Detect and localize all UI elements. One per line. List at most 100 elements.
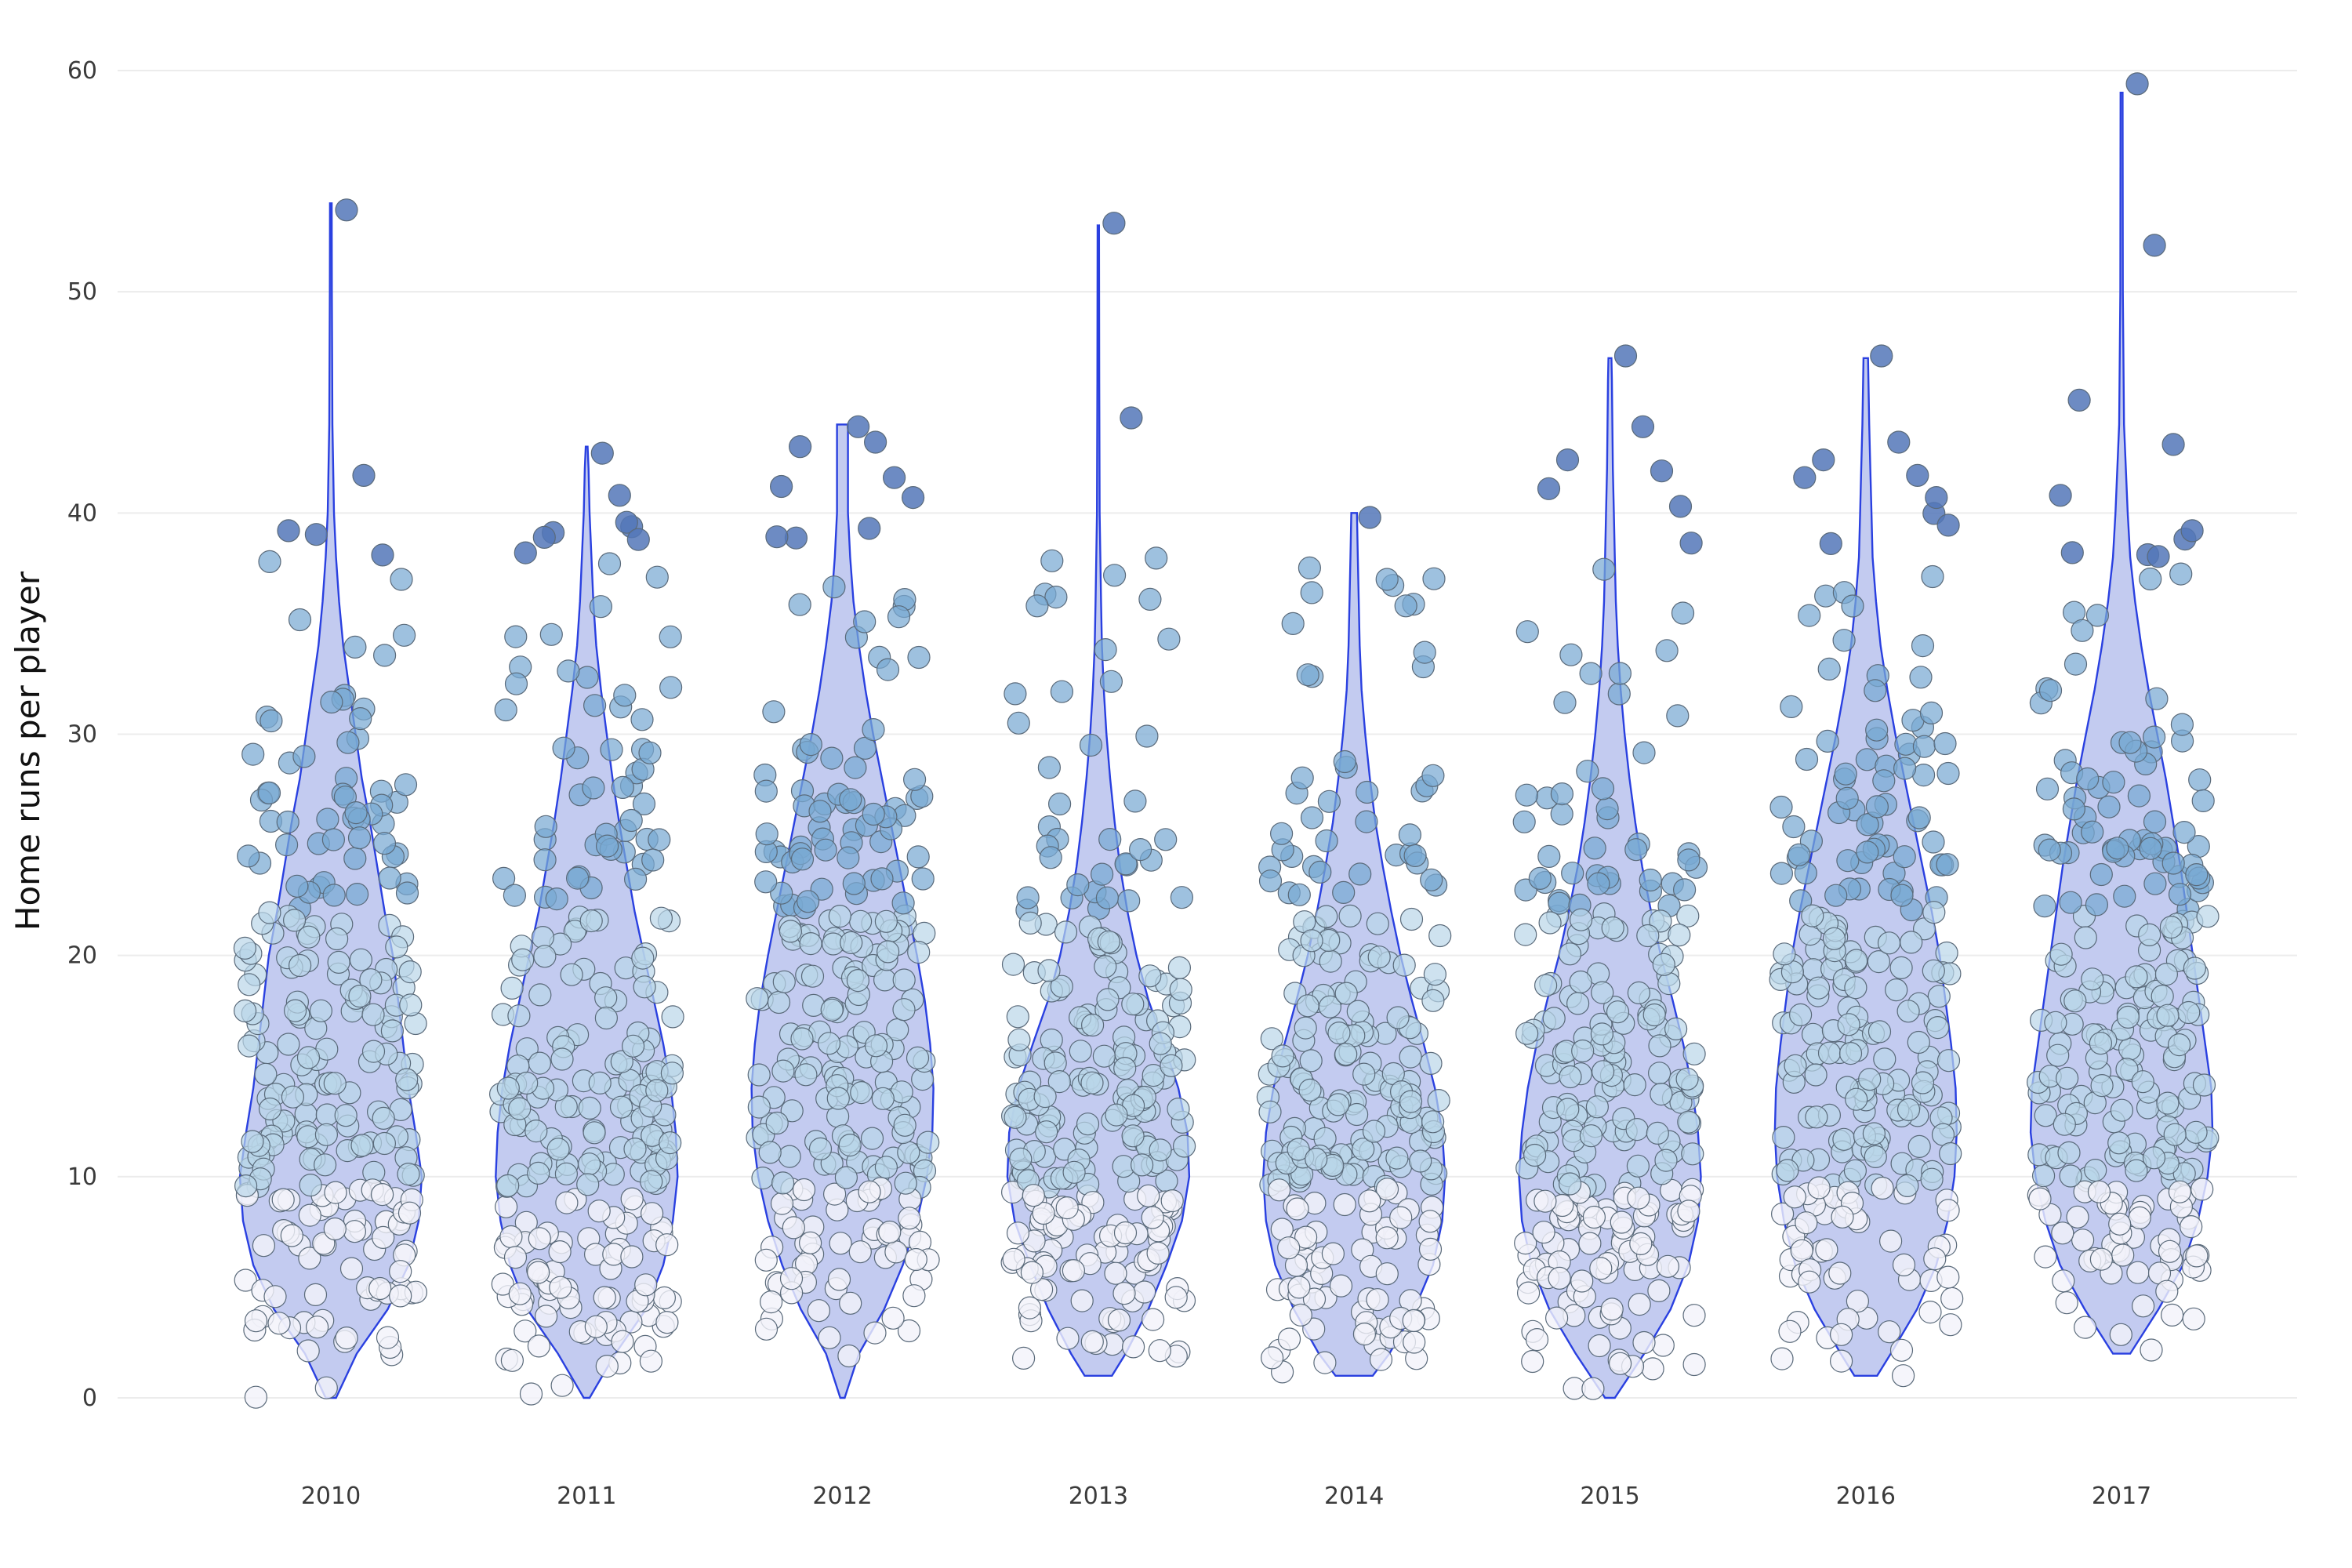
data-point [1600,1298,1624,1321]
data-point [1805,1105,1828,1129]
data-point [1576,760,1599,783]
data-point [916,1131,940,1154]
data-point [1581,1377,1605,1400]
data-point [1148,1339,1171,1363]
data-point [1107,1308,1131,1332]
data-point [1334,1043,1358,1066]
data-point [2139,837,2162,860]
data-point [1844,976,1867,1000]
data-point [820,746,844,770]
data-point [2191,789,2215,813]
data-point [1290,766,1314,789]
data-point [1595,797,1619,821]
data-point [1515,620,1539,644]
data-point [238,973,261,996]
data-point [1062,1160,1086,1184]
data-point [1537,844,1561,869]
data-point [316,808,339,831]
data-point [897,1141,920,1164]
data-point [1037,959,1061,982]
x-tick-label: 2015 [1580,1483,1639,1510]
data-point [1123,789,1147,813]
data-point [1830,1323,1853,1346]
data-point [1260,1027,1283,1051]
data-point [1319,949,1342,973]
data-point [1776,1159,1799,1182]
x-tick-label: 2013 [1069,1483,1128,1510]
data-point [244,1385,267,1409]
data-point [864,1034,888,1058]
data-point [325,927,349,951]
data-point [1095,886,1120,909]
data-point [1864,679,1887,702]
data-point [790,1027,814,1051]
data-point [263,1285,287,1308]
data-point [372,1106,395,1131]
data-point [2185,862,2209,887]
data-point [652,1286,677,1310]
data-point [2113,884,2136,908]
data-point [2049,942,2073,966]
data-point [822,1182,847,1206]
data-point [1817,1041,1842,1065]
data-point [1172,1134,1196,1158]
data-point-top [2049,484,2072,507]
data-point [1327,1021,1351,1045]
data-point-top [390,568,413,591]
data-point [233,936,256,960]
data-point [771,1171,795,1195]
data-point [897,1319,921,1343]
data-point [1399,907,1424,931]
data-point [1550,782,1574,806]
data-point [595,834,619,858]
data-point [2107,1131,2131,1155]
data-point-top [1887,430,1911,454]
data-point [1889,1338,1914,1362]
data-point [800,964,825,988]
data-point [645,1079,669,1102]
data-point [1654,1149,1678,1172]
data-point [2038,838,2061,862]
data-point [298,1247,321,1270]
data-point [1872,769,1896,793]
data-point [1627,1186,1650,1210]
data-point [2145,687,2169,710]
data-point [594,1006,619,1030]
data-point [392,623,416,647]
x-tick-label: 2012 [812,1483,872,1510]
data-point-top [1394,594,1417,618]
data-point [1333,750,1356,774]
data-point-top [1613,344,1638,368]
data-point [1877,931,1901,955]
data-point [1773,942,1796,966]
data-point [1418,1210,1442,1233]
data-point [1671,601,1695,625]
data-point [1896,1000,1920,1023]
data-point [1909,666,1933,689]
data-point [878,1220,902,1244]
data-point [1037,756,1062,779]
data-point [902,768,927,791]
data-point [771,1059,795,1083]
data-point [1329,1274,1353,1298]
data-point [1873,1047,1896,1071]
data-point [1149,1138,1172,1162]
data-point-top [1906,463,1929,488]
data-point [1590,1022,1614,1046]
data-point [1358,1189,1381,1213]
data-point [593,1286,616,1309]
data-point [1657,971,1681,996]
data-point [389,1260,412,1283]
data-point [1149,1032,1172,1055]
data-point [508,1097,532,1120]
data-point [1837,1013,1860,1036]
data-point [874,1156,898,1179]
data-point [1402,1308,1425,1333]
data-point [1141,1308,1165,1331]
data-point [583,694,607,717]
data-point [594,986,618,1010]
data-point [238,1034,261,1058]
data-point [524,1119,548,1143]
data-point [818,1326,841,1349]
data-point [1673,878,1697,902]
